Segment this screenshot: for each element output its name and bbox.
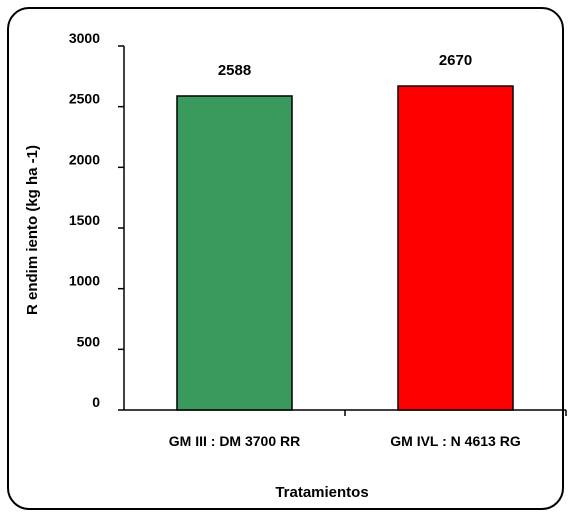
- bar: [176, 95, 293, 411]
- bar-data-label: 2588: [218, 62, 251, 79]
- bar: [397, 85, 514, 411]
- chart-frame: [7, 7, 564, 510]
- bar-data-label: 2670: [439, 52, 472, 69]
- x-category-label: GM III : DM 3700 RR: [169, 433, 300, 449]
- x-category-label: GM IVL : N 4613 RG: [390, 433, 521, 449]
- y-axis-title: R endim iento (kg ha -1): [24, 145, 41, 315]
- y-tick-label: 2500: [69, 91, 100, 107]
- x-axis-title: Tratamientos: [275, 484, 368, 501]
- x-axis: GM III : DM 3700 RR GM IVL : N 4613 RG: [124, 409, 567, 449]
- y-tick-label: 1500: [69, 212, 100, 228]
- y-axis: 0 500 1000 1500 2000 2500 3000: [69, 30, 125, 411]
- y-tick-label: 3000: [69, 30, 100, 46]
- y-tick-label: 500: [77, 333, 101, 349]
- bars-group: 2588 2670: [176, 52, 514, 411]
- y-tick-label: 0: [92, 394, 100, 410]
- y-tick-label: 2000: [69, 151, 100, 167]
- y-tick-label: 1000: [69, 273, 100, 289]
